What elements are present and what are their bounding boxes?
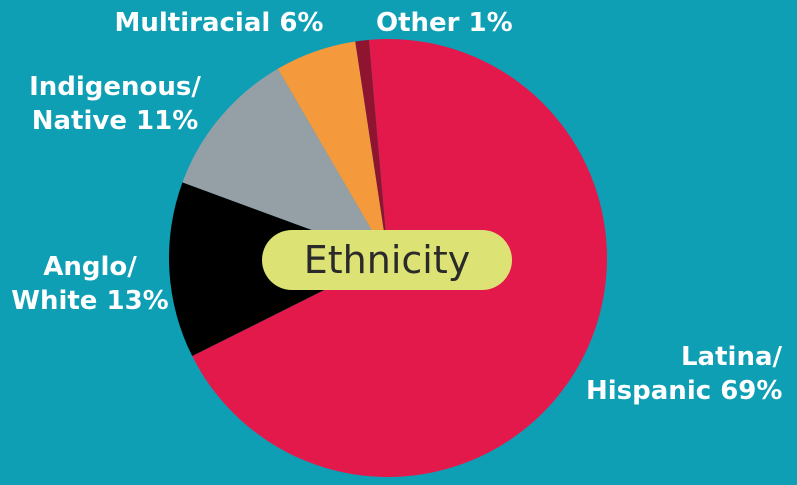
label-anglo-line1: Anglo/ xyxy=(43,252,137,282)
label-multiracial-line1: Multiracial 6% xyxy=(114,8,324,38)
label-latina-line1: Latina/ xyxy=(680,342,782,372)
label-indigenous-line1: Indigenous/ xyxy=(29,72,201,102)
label-multiracial: Multiracial 6% xyxy=(108,6,330,40)
label-indigenous-line2: Native 11% xyxy=(31,106,199,136)
chart-title: Ethnicity xyxy=(262,230,512,290)
label-anglo-white: Anglo/ White 13% xyxy=(8,250,172,318)
label-anglo-line2: White 13% xyxy=(11,286,169,316)
label-indigenous-native: Indigenous/ Native 11% xyxy=(18,70,212,138)
label-other-line1: Other 1% xyxy=(376,8,513,38)
label-latina-hispanic: Latina/ Hispanic 69% xyxy=(586,340,782,408)
pie-slice-3 xyxy=(277,41,388,259)
label-latina-line2: Hispanic 69% xyxy=(586,376,783,406)
pie-slice-4 xyxy=(355,39,388,258)
pie-slice-2 xyxy=(182,68,388,258)
label-other: Other 1% xyxy=(376,6,516,40)
